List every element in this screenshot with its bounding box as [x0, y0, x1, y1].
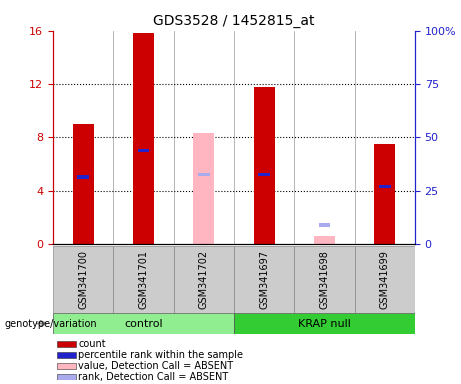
Bar	[314, 236, 335, 244]
Bar	[355, 246, 415, 313]
Title: GDS3528 / 1452815_at: GDS3528 / 1452815_at	[153, 14, 315, 28]
Text: GSM341698: GSM341698	[319, 250, 330, 309]
Bar	[138, 149, 149, 152]
Text: rank, Detection Call = ABSENT: rank, Detection Call = ABSENT	[78, 372, 229, 382]
Bar	[57, 353, 76, 358]
Text: genotype/variation: genotype/variation	[5, 318, 97, 329]
Bar	[77, 175, 89, 179]
Text: GSM341700: GSM341700	[78, 250, 88, 309]
Bar	[73, 124, 94, 244]
Text: control: control	[124, 318, 163, 329]
Bar	[133, 33, 154, 244]
Bar	[258, 173, 270, 176]
Bar	[113, 246, 174, 313]
Bar	[254, 87, 275, 244]
Text: KRAP null: KRAP null	[298, 318, 351, 329]
Bar	[234, 246, 294, 313]
Bar	[198, 173, 210, 176]
Text: GSM341699: GSM341699	[380, 250, 390, 309]
Text: value, Detection Call = ABSENT: value, Detection Call = ABSENT	[78, 361, 233, 371]
Bar	[57, 341, 76, 347]
Bar	[319, 223, 330, 227]
Bar	[234, 313, 415, 334]
Text: GSM341697: GSM341697	[259, 250, 269, 309]
Bar	[379, 185, 390, 189]
Bar	[53, 246, 113, 313]
Text: count: count	[78, 339, 106, 349]
Bar	[53, 313, 234, 334]
Bar	[57, 374, 76, 380]
Bar	[374, 144, 395, 244]
Bar	[174, 246, 234, 313]
Text: percentile rank within the sample: percentile rank within the sample	[78, 350, 243, 360]
Bar	[193, 133, 214, 244]
Text: GSM341701: GSM341701	[138, 250, 148, 309]
Bar	[294, 246, 355, 313]
Text: GSM341702: GSM341702	[199, 250, 209, 309]
Bar	[57, 363, 76, 369]
